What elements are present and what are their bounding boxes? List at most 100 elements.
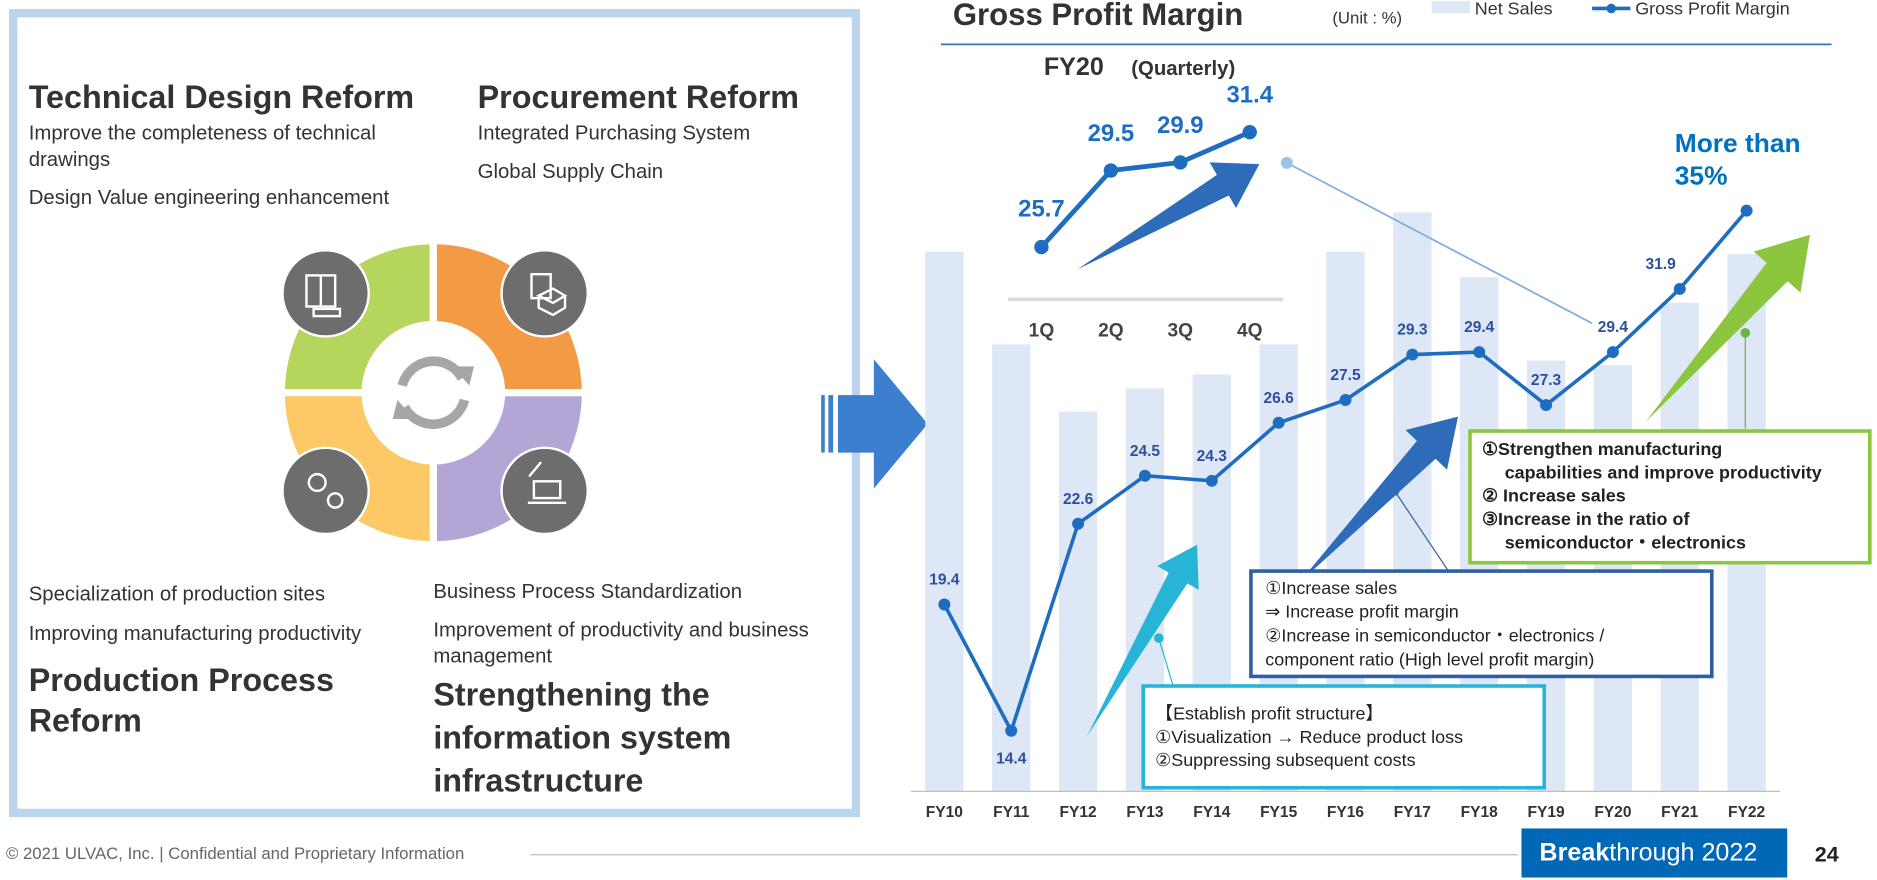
point xyxy=(1473,346,1485,358)
value-label: 14.4 xyxy=(996,751,1027,768)
inset-subtitle: (Quarterly) xyxy=(1131,58,1235,80)
point xyxy=(938,599,950,611)
annotation-text: 【Establish profit structure】 xyxy=(1155,703,1383,723)
value-label: 31.9 xyxy=(1645,256,1676,273)
bullet: Business Process Standardization xyxy=(433,581,742,603)
bullet: drawings xyxy=(29,149,110,171)
x-tick-label: FY21 xyxy=(1661,804,1699,821)
icon xyxy=(283,250,369,336)
heading: infrastructure xyxy=(433,762,643,798)
value-label: 29.9 xyxy=(1157,112,1204,139)
x-tick-label: FY10 xyxy=(926,804,964,821)
point xyxy=(1243,125,1257,139)
legend-label: Net Sales xyxy=(1475,0,1553,18)
heading: Production Process xyxy=(29,662,334,698)
annotation-text: ② Increase sales xyxy=(1482,486,1626,506)
x-tick-label: 1Q xyxy=(1029,321,1055,342)
unit-label: (Unit : %) xyxy=(1332,9,1402,28)
bullet: management xyxy=(433,646,552,668)
annotation-text: ②Increase in semiconductor・electronics / xyxy=(1265,626,1604,646)
point xyxy=(1540,399,1552,411)
annotation-text: ①Visualization → Reduce product loss xyxy=(1155,727,1463,747)
value-label: More than 35% xyxy=(1675,127,1831,199)
annotation-text: ①Increase sales xyxy=(1265,578,1397,598)
point xyxy=(1273,417,1285,429)
inset-title: FY20 xyxy=(1044,53,1104,81)
icon xyxy=(283,448,369,534)
point xyxy=(1206,475,1218,487)
x-tick-label: 3Q xyxy=(1168,321,1194,342)
value-label: 22.6 xyxy=(1063,491,1094,508)
point xyxy=(1406,349,1418,361)
heading: Technical Design Reform xyxy=(29,79,414,115)
x-tick-label: FY19 xyxy=(1527,804,1565,821)
cycle-arrows xyxy=(402,361,464,424)
bullet: Integrated Purchasing System xyxy=(478,123,751,145)
slide: Technical Design Reform Improve the comp… xyxy=(0,0,1877,880)
connector-dot xyxy=(1741,328,1751,338)
value-label: 29.4 xyxy=(1598,319,1629,336)
point xyxy=(1104,163,1118,177)
copyright: © 2021 ULVAC, Inc. | Confidential and Pr… xyxy=(6,844,464,863)
heading: information system xyxy=(433,719,731,755)
heading: Reform xyxy=(29,703,142,739)
legend-label: Gross Profit Margin xyxy=(1635,0,1790,18)
transition-arrow xyxy=(821,359,928,488)
x-tick-label: FY15 xyxy=(1260,804,1298,821)
heading: Procurement Reform xyxy=(478,79,799,115)
value-label: 26.6 xyxy=(1264,390,1295,407)
connector-dot xyxy=(1281,157,1293,169)
brand-bold: Break xyxy=(1539,838,1609,866)
value-label: 27.3 xyxy=(1531,372,1562,389)
x-tick-label: FY14 xyxy=(1193,804,1231,821)
legend-swatch xyxy=(1606,4,1616,14)
value-label: 31.4 xyxy=(1226,82,1273,109)
bullet: Improving manufacturing productivity xyxy=(29,623,362,645)
value-label: More than 35% xyxy=(1675,127,1831,192)
connector-dot xyxy=(1154,633,1164,643)
x-tick-label: FY12 xyxy=(1060,804,1098,821)
bullet: Improvement of productivity and business xyxy=(433,619,808,641)
annotation-text: ②Suppressing subsequent costs xyxy=(1155,750,1415,770)
value-label: 24.3 xyxy=(1197,448,1228,465)
point xyxy=(1340,394,1352,406)
bar xyxy=(925,252,963,792)
x-tick-label: FY17 xyxy=(1394,804,1431,821)
bullet: Improve the completeness of technical xyxy=(29,123,376,145)
value-label: 27.5 xyxy=(1330,367,1361,384)
trend-arrow xyxy=(1299,417,1458,583)
annotation-text: capabilities and improve productivity xyxy=(1505,462,1822,482)
point xyxy=(1072,518,1084,530)
point xyxy=(1034,240,1048,254)
bar xyxy=(992,344,1030,791)
x-tick-label: 4Q xyxy=(1237,321,1263,342)
x-tick-label: FY11 xyxy=(993,804,1030,821)
bar xyxy=(1059,412,1097,792)
annotation-text: ③Increase in the ratio of xyxy=(1482,509,1690,529)
x-tick-label: FY13 xyxy=(1126,804,1164,821)
point xyxy=(1741,205,1753,217)
chart-title: Gross Profit Margin xyxy=(953,0,1243,32)
point xyxy=(1674,283,1686,295)
brand: Breakthrough 2022 xyxy=(1539,838,1757,866)
annotation-text: component ratio (High level profit margi… xyxy=(1265,650,1594,670)
value-label: 29.4 xyxy=(1464,319,1495,336)
page-number: 24 xyxy=(1815,843,1839,867)
x-tick-label: FY20 xyxy=(1594,804,1632,821)
x-tick-label: 2Q xyxy=(1098,321,1124,342)
bullet: Specialization of production sites xyxy=(29,583,325,605)
value-label: 25.7 xyxy=(1018,195,1065,222)
page: Technical Design Reform Improve the comp… xyxy=(0,0,1877,880)
value-label: 29.5 xyxy=(1088,120,1135,147)
x-tick-label: FY16 xyxy=(1327,804,1365,821)
icon xyxy=(502,448,588,534)
point xyxy=(1607,346,1619,358)
heading: Strengthening the xyxy=(433,676,709,712)
value-label: 24.5 xyxy=(1130,443,1161,460)
point xyxy=(1139,470,1151,482)
brand-rest: through 2022 xyxy=(1609,838,1757,866)
value-label: 19.4 xyxy=(929,572,960,589)
value-label: 29.3 xyxy=(1397,322,1428,339)
legend-swatch xyxy=(1432,1,1470,13)
